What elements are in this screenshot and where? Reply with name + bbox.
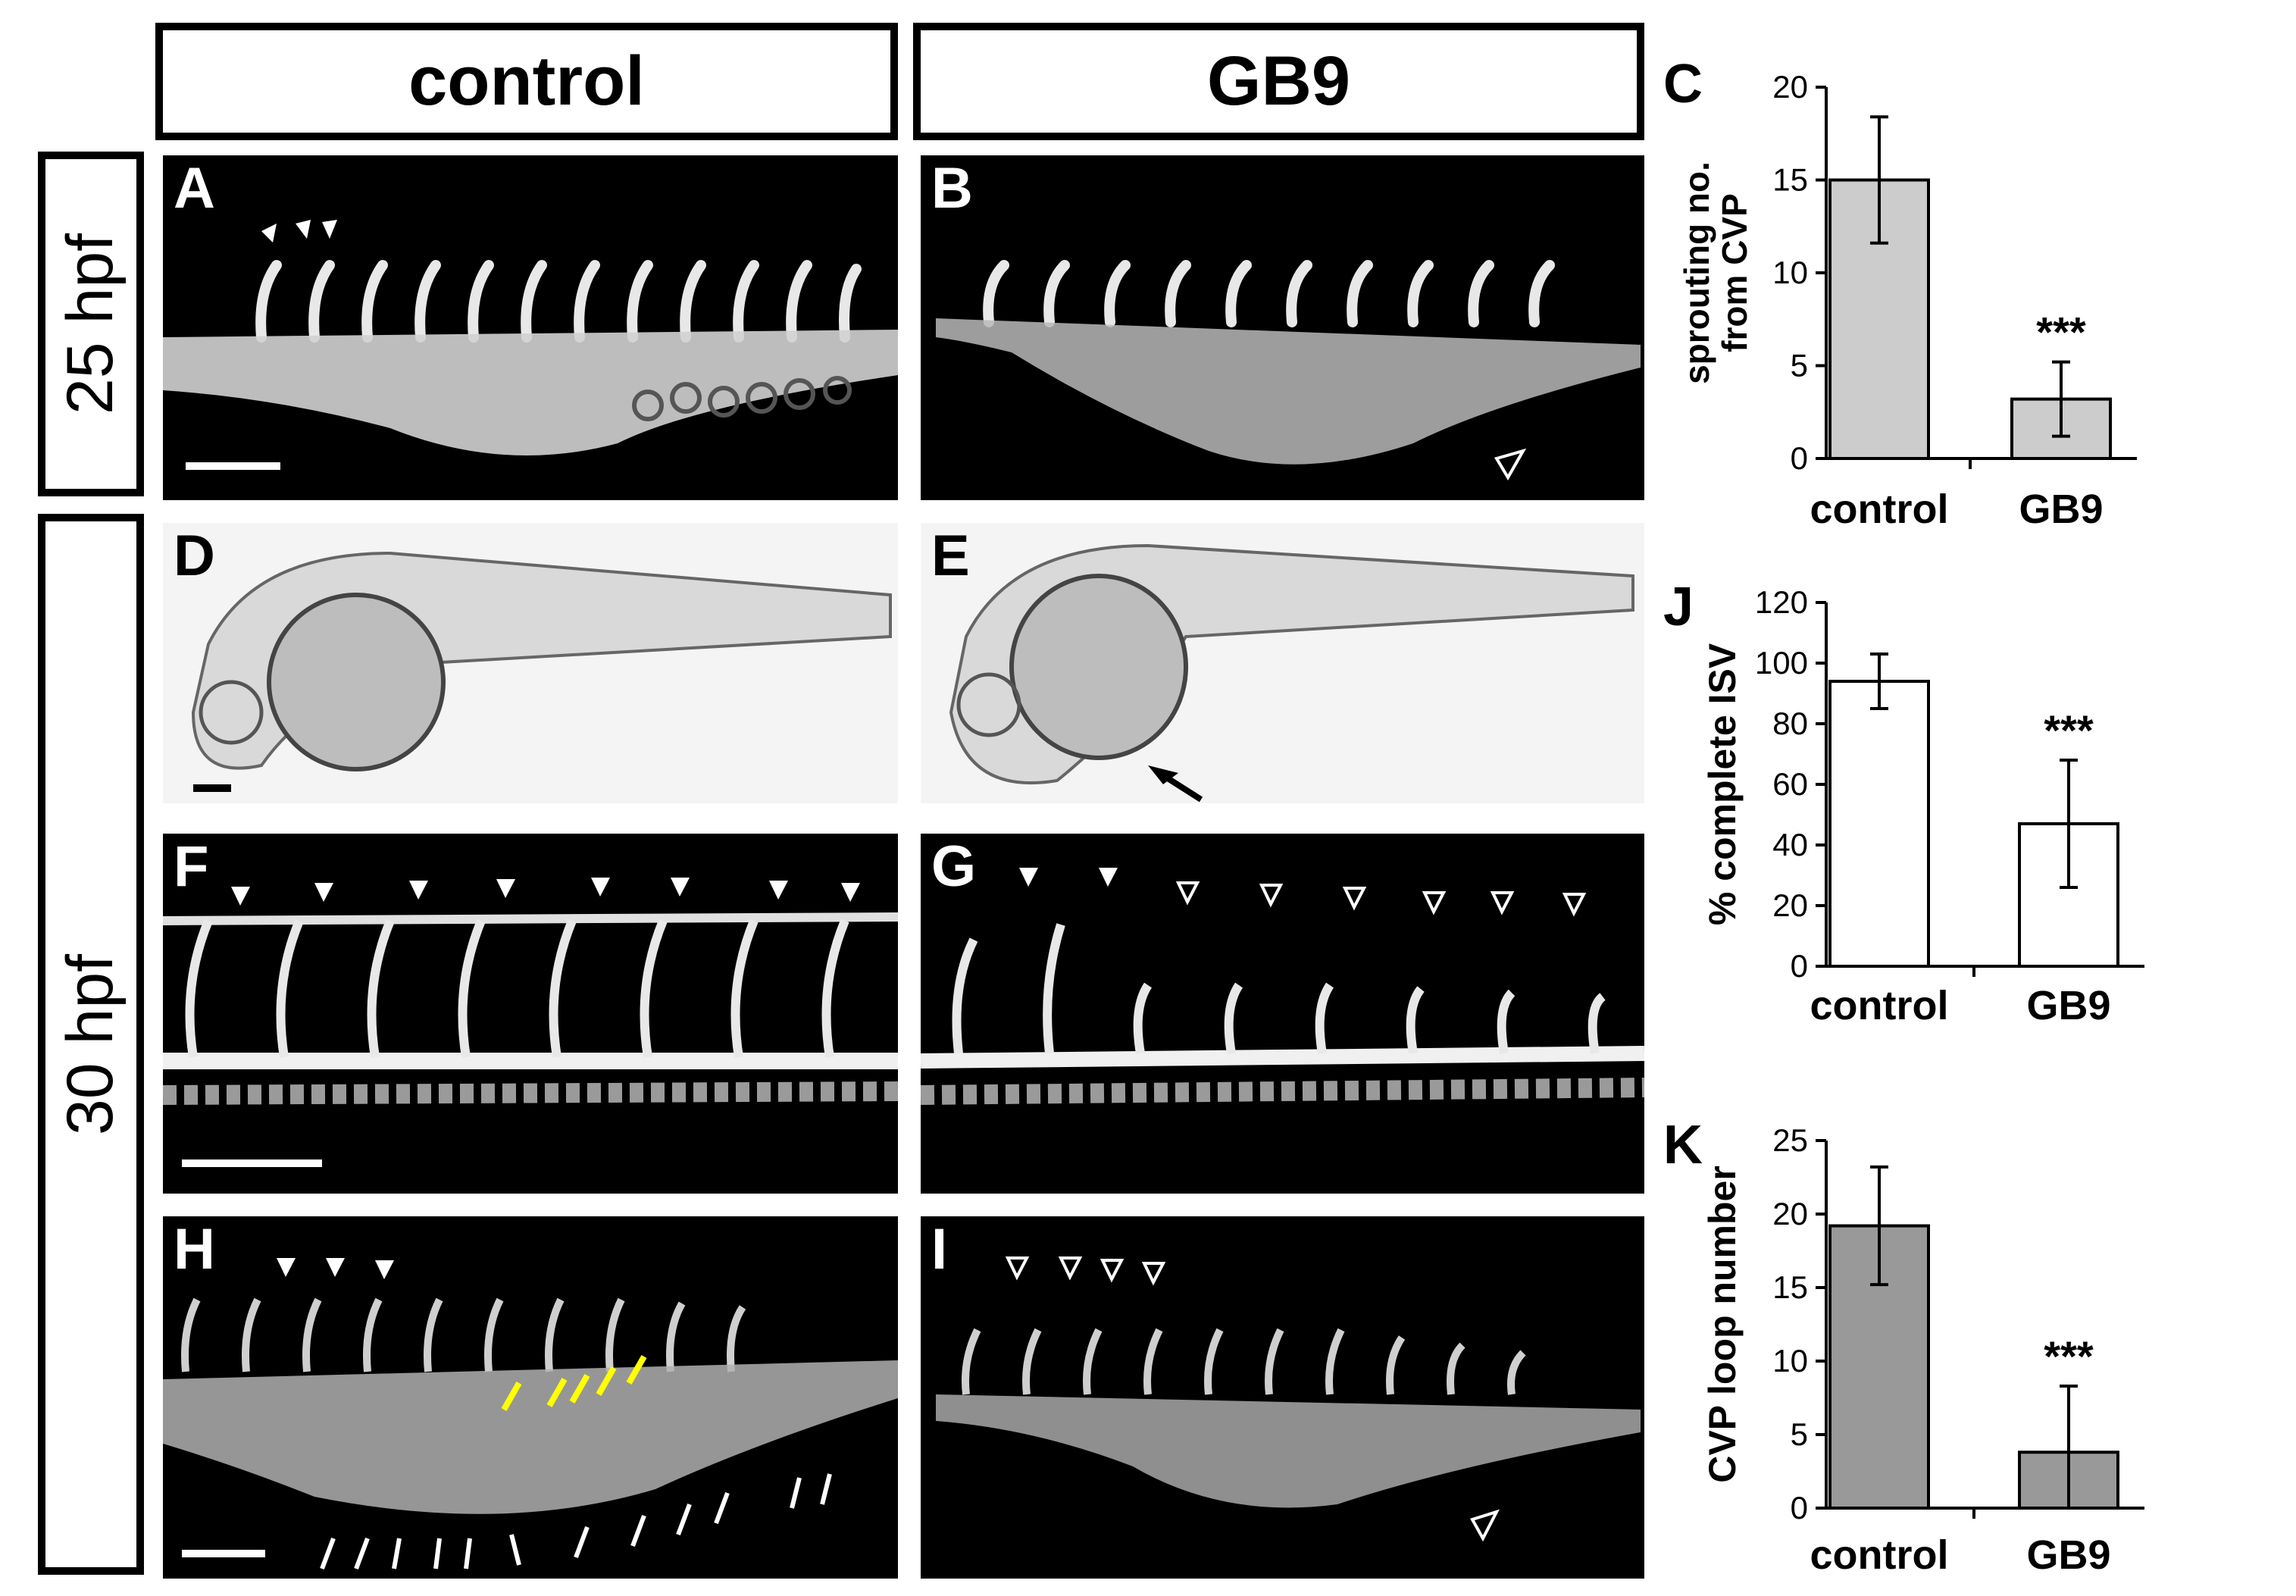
- y-tick-label: 100: [1755, 645, 1808, 681]
- panel-b-vessels: [936, 260, 1641, 480]
- y-tick-label: 0: [1791, 440, 1808, 476]
- chart-c-svg: 0 5 10 15 20 control GB9 *** sprouting no.from C…: [1677, 69, 2137, 532]
- chart-j: 0 20 40 60 80 100 120 control GB9 *** % complete I…: [1701, 584, 2266, 1038]
- panel-label-c: C: [1663, 54, 1703, 114]
- x-tick-label: GB9: [2026, 1532, 2110, 1578]
- panel-label: H: [174, 1217, 215, 1281]
- significance-label: ***: [2036, 308, 2086, 356]
- chart-k: 0 5 10 15 20 25 control GB9 *** CVP loop number: [1701, 1114, 2266, 1584]
- row-header-30hpf: 30 hpf: [38, 514, 144, 1575]
- y-axis-label: sprouting no.: [1677, 161, 1716, 384]
- bar: [1828, 680, 1930, 968]
- panel-i-vessels: [936, 1256, 1641, 1542]
- x-tick-label: control: [1810, 487, 1949, 532]
- panel-b-image: B: [921, 155, 1644, 500]
- panel-label: B: [931, 156, 973, 221]
- x-tick-label: control: [1810, 983, 1949, 1028]
- row-header-25hpf: 25 hpf: [38, 152, 144, 496]
- panel-label: G: [931, 834, 977, 899]
- x-tick-label: control: [1810, 1532, 1949, 1578]
- column-header-gb9: GB9: [913, 23, 1644, 140]
- significance-label: ***: [2044, 706, 2094, 754]
- panel-label-j: J: [1663, 577, 1694, 637]
- chart-k-svg: 0 5 10 15 20 25 control GB9 *** CVP loop number: [1701, 1122, 2144, 1578]
- panel-label: A: [174, 156, 215, 221]
- scale-bar: [193, 784, 231, 792]
- y-tick-label: 40: [1772, 827, 1808, 862]
- x-tick-label: GB9: [2026, 983, 2110, 1028]
- y-tick-label: 0: [1791, 948, 1808, 984]
- panel-label-k: K: [1663, 1115, 1703, 1175]
- y-tick-label: 10: [1772, 1343, 1808, 1379]
- panel-h-vessels: [163, 1258, 898, 1570]
- column-header-label: GB9: [1206, 42, 1351, 120]
- panel-label: D: [174, 524, 215, 588]
- panel-a-image: A: [163, 155, 898, 500]
- panel-d-embryo: [191, 551, 892, 771]
- row-header-label: 25 hpf: [54, 233, 127, 415]
- significance-label: ***: [2044, 1332, 2094, 1380]
- scale-bar: [186, 462, 280, 470]
- panel-g-image: G: [921, 834, 1644, 1194]
- panel-label: F: [174, 834, 209, 899]
- y-tick-label: 15: [1772, 1269, 1808, 1305]
- panel-label: I: [931, 1217, 948, 1281]
- column-header-control: control: [155, 23, 898, 140]
- y-tick-label: 20: [1772, 1196, 1808, 1231]
- y-axis-label: CVP loop number: [1701, 1166, 1744, 1483]
- y-tick-label: 20: [1772, 69, 1808, 105]
- y-tick-label: 25: [1772, 1122, 1808, 1158]
- y-tick-label: 60: [1772, 766, 1808, 802]
- y-tick-label: 15: [1772, 162, 1808, 198]
- x-tick-label: GB9: [2019, 487, 2103, 532]
- scale-bar: [182, 1550, 265, 1557]
- panel-e-embryo: [949, 543, 1634, 803]
- panel-f-vessels: [163, 878, 898, 1105]
- panel-f-image: F: [163, 834, 898, 1194]
- y-axis-label: % complete ISV: [1701, 643, 1744, 925]
- y-tick-label: 5: [1791, 1416, 1808, 1452]
- y-tick-label: 5: [1791, 348, 1808, 383]
- panel-g-vessels: [921, 868, 1644, 1105]
- row-header-label: 30 hpf: [54, 953, 127, 1135]
- y-tick-label: 120: [1755, 584, 1808, 620]
- panel-label: E: [931, 524, 970, 588]
- column-header-label: control: [408, 42, 645, 120]
- y-tick-label: 80: [1772, 706, 1808, 741]
- y-tick-label: 10: [1772, 255, 1808, 290]
- chart-j-svg: 0 20 40 60 80 100 120 control GB9 *** % complete I…: [1701, 584, 2144, 1028]
- scale-bar: [182, 1159, 322, 1167]
- panel-d-image: D: [163, 523, 898, 803]
- chart-c: 0 5 10 15 20 control GB9 *** sprouting no. from C…: [1677, 68, 2266, 538]
- panel-i-image: I: [921, 1216, 1644, 1579]
- y-axis-label: from CVP: [1715, 193, 1754, 352]
- y-tick-label: 20: [1772, 887, 1808, 923]
- panel-h-image: H: [163, 1216, 898, 1579]
- y-tick-label: 0: [1791, 1490, 1808, 1526]
- panel-a-vessels: [163, 220, 898, 455]
- panel-e-image: E: [921, 523, 1644, 803]
